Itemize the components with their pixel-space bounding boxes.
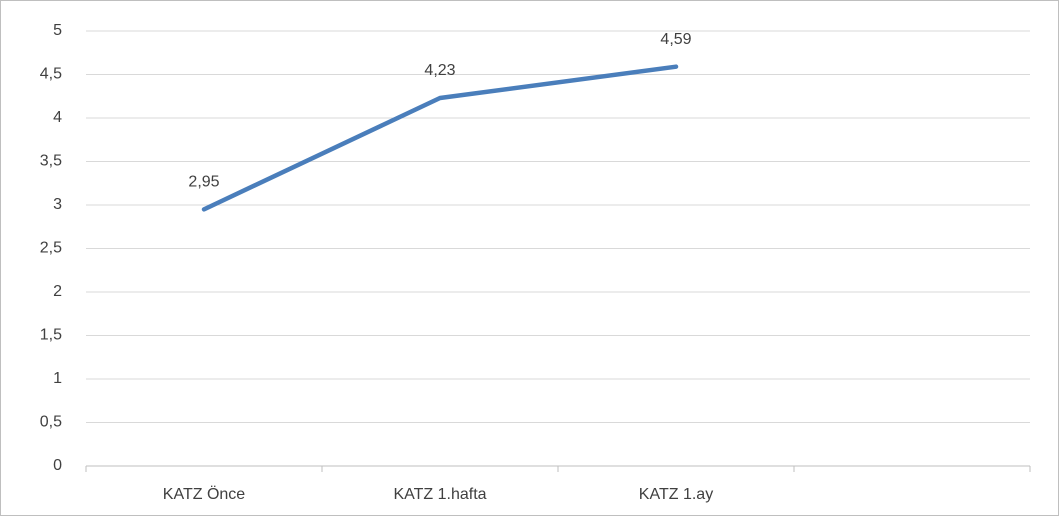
y-tick-label: 0 — [53, 457, 62, 474]
y-tick-label: 0,5 — [40, 414, 62, 431]
data-label: 4,23 — [424, 62, 455, 79]
x-tick-label: KATZ Önce — [163, 485, 245, 503]
x-tick-label: KATZ 1.ay — [639, 486, 713, 503]
data-label: 4,59 — [660, 31, 691, 48]
y-tick-label: 4 — [53, 109, 62, 126]
data-label: 2,95 — [188, 174, 219, 191]
y-tick-label: 1,5 — [40, 327, 62, 344]
y-tick-label: 3 — [53, 196, 62, 213]
y-tick-label: 5 — [53, 22, 62, 39]
y-tick-label: 4,5 — [40, 66, 62, 83]
y-tick-label: 3,5 — [40, 153, 62, 170]
y-tick-label: 2 — [53, 283, 62, 300]
y-tick-label: 2,5 — [40, 240, 62, 257]
x-tick-label: KATZ 1.hafta — [393, 486, 486, 503]
series-line — [201, 64, 679, 212]
y-tick-label: 1 — [53, 370, 62, 387]
